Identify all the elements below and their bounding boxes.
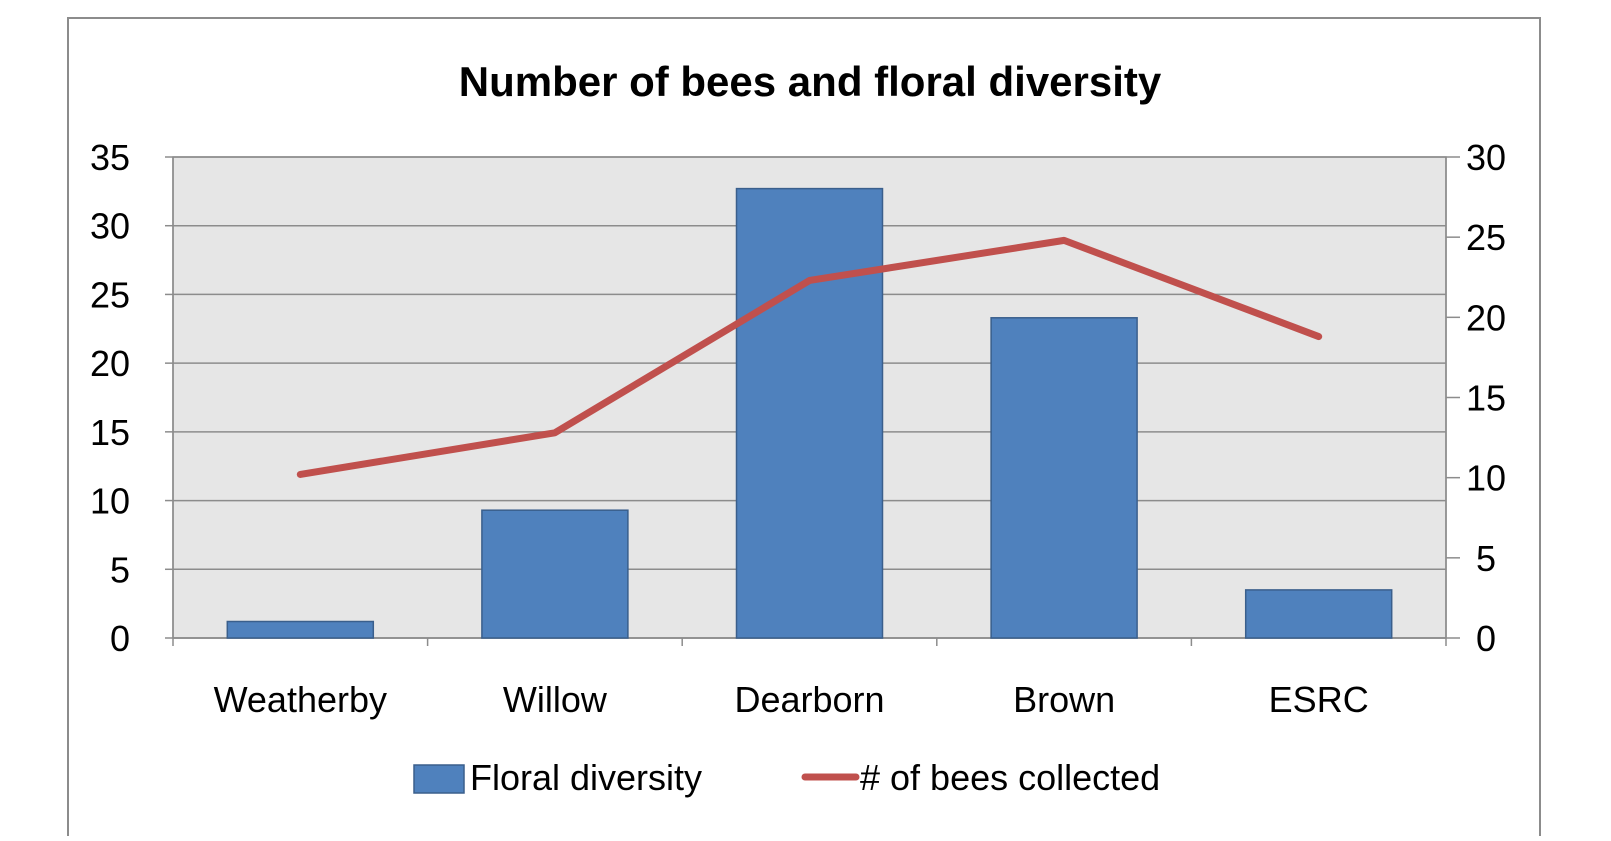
left-axis-tick-label: 30 (90, 206, 130, 247)
left-axis-tick-label: 0 (110, 618, 130, 659)
bar (227, 622, 373, 638)
chart-title: Number of bees and floral diversity (459, 58, 1162, 105)
left-axis-tick-label: 20 (90, 343, 130, 384)
right-axis-tick-label: 30 (1466, 137, 1506, 178)
plot-area: 0 5 10 15 20 25 30 35 0 5 10 15 20 25 30 Weatherby Willo… (90, 137, 1506, 720)
left-axis-tick-label: 35 (90, 137, 130, 178)
left-axis-tick-label: 5 (110, 549, 130, 590)
legend-label-line: # of bees collected (860, 757, 1160, 798)
right-axis-tick-label: 15 (1466, 378, 1506, 419)
left-axis-tick-label: 10 (90, 481, 130, 522)
bar (482, 510, 628, 638)
bar (737, 189, 883, 638)
x-axis-category-label: Willow (503, 679, 608, 720)
right-axis-tick-label: 0 (1476, 618, 1496, 659)
left-axis-tick-label: 15 (90, 412, 130, 453)
left-axis-tick-label: 25 (90, 274, 130, 315)
bar (1246, 590, 1392, 638)
right-axis-tick-label: 10 (1466, 458, 1506, 499)
x-axis-category-label: Weatherby (214, 679, 387, 720)
x-axis-category-label: ESRC (1269, 679, 1369, 720)
bar (991, 318, 1137, 638)
legend-swatch-bar (414, 765, 464, 793)
right-axis-tick-label: 20 (1466, 297, 1506, 338)
x-axis-category-label: Dearborn (734, 679, 884, 720)
legend-label-bar: Floral diversity (470, 757, 702, 798)
right-axis-tick-label: 25 (1466, 217, 1506, 258)
x-axis-category-label: Brown (1013, 679, 1115, 720)
right-axis-tick-label: 5 (1476, 538, 1496, 579)
